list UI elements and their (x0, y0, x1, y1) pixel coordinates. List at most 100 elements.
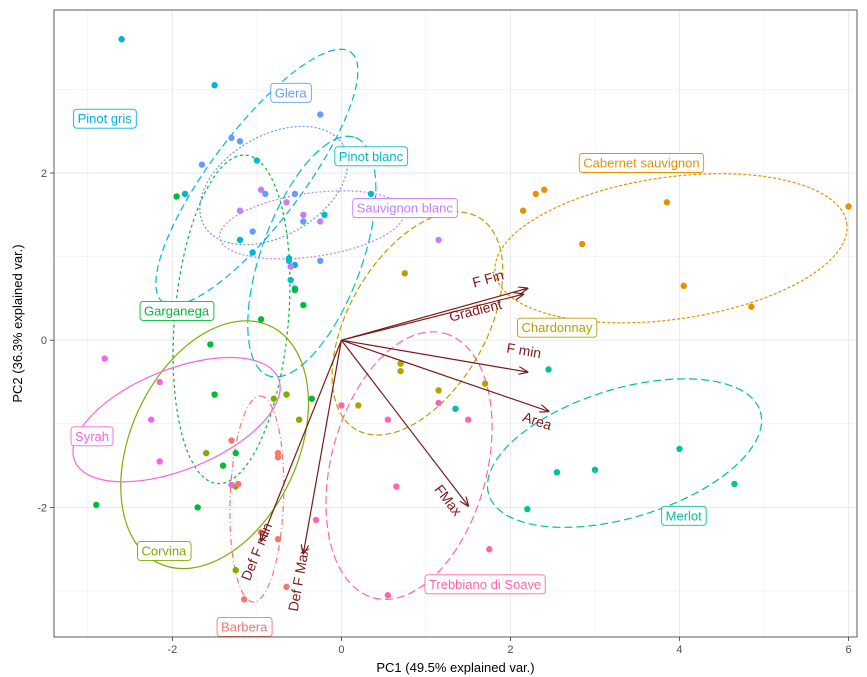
point-pinot-blanc (321, 211, 328, 219)
group-label-garganega: Garganega (139, 301, 215, 321)
point-pinot-gris (211, 82, 218, 89)
group-label-text: Garganega (144, 303, 210, 318)
ellipse-chardonnay (331, 211, 504, 436)
point-syrah (228, 481, 235, 489)
point-barbera (274, 454, 282, 461)
point-pinot-blanc (285, 257, 293, 264)
group-label-corvina: Corvina (137, 540, 192, 561)
x-tick-label: -2 (167, 644, 177, 656)
group-label-text: Glera (275, 85, 308, 100)
ellipse-corvina (120, 320, 310, 570)
x-tick-label: 0 (338, 644, 344, 656)
point-corvina (232, 566, 239, 574)
group-label-cabernet-sauvignon: Cabernet sauvignon (578, 153, 705, 173)
point-garganega (211, 391, 218, 398)
group-label-text: Chardonnay (522, 320, 593, 335)
group-label-trebbiano-di-soave: Trebbiano di Soave (424, 574, 546, 595)
group-label-text: Barbera (221, 619, 268, 634)
x-tick-label: 6 (845, 644, 851, 656)
loading-label-def-f-max: Def F Max (285, 546, 312, 612)
point-glera (249, 228, 256, 235)
loading-arrow-fmax (340, 339, 468, 506)
point-chardonnay (481, 380, 489, 387)
group-label-chardonnay: Chardonnay (517, 317, 598, 338)
group-label-box (270, 82, 312, 103)
point-sauvignon-blanc (236, 207, 244, 214)
group-label-box (334, 146, 409, 167)
group-label-sauvignon-blanc: Sauvignon blanc (352, 198, 458, 219)
point-sauvignon-blanc (317, 218, 324, 225)
point-corvina (270, 395, 277, 402)
point-cabernet-sauvignon (663, 199, 671, 206)
point-corvina (202, 449, 210, 457)
point-cabernet-sauvignon (748, 303, 755, 310)
point-glera (228, 134, 235, 142)
point-trebbiano-di-soave (464, 416, 472, 423)
point-merlot (731, 480, 738, 488)
group-label-text: Cabernet sauvignon (583, 155, 699, 170)
point-glera (262, 190, 269, 198)
point-barbera (283, 583, 290, 591)
loading-arrow-def-f-max (303, 340, 342, 553)
point-pinot-blanc (287, 276, 294, 284)
group-labels: Pinot gris Glera Pinot blanc Sauvignon blan… (70, 82, 707, 637)
point-barbera (274, 535, 282, 543)
point-cabernet-sauvignon (541, 186, 548, 193)
x-axis-title: PC1 (49.5% explained var.) (376, 660, 534, 675)
group-label-box (70, 426, 114, 447)
group-label-text: Trebbiano di Soave (429, 577, 541, 592)
point-garganega (173, 193, 180, 200)
point-corvina (283, 391, 290, 398)
point-glera (317, 111, 324, 118)
y-axis-title: PC2 (36.3% explained var.) (10, 244, 25, 402)
point-chardonnay (397, 367, 404, 375)
point-glera (317, 257, 324, 264)
loading-arrow-f-fin (341, 288, 527, 341)
group-label-box (661, 505, 707, 526)
group-label-text: Sauvignon blanc (357, 201, 454, 216)
point-trebbiano-di-soave (384, 592, 392, 599)
ellipse-barbera (229, 395, 285, 603)
group-label-syrah: Syrah (70, 426, 114, 447)
group-label-box (139, 301, 215, 321)
group-label-box (517, 317, 598, 338)
group-label-pinot-gris: Pinot gris (73, 108, 137, 129)
point-garganega (93, 501, 100, 509)
group-label-pinot-blanc: Pinot blanc (334, 146, 409, 167)
point-glera (291, 190, 299, 198)
gridlines (54, 10, 857, 637)
group-label-text: Syrah (75, 429, 109, 444)
x-tick-label: 4 (676, 644, 682, 656)
point-trebbiano-di-soave (393, 483, 400, 490)
point-cabernet-sauvignon (680, 282, 687, 290)
point-pinot-blanc (253, 157, 261, 164)
loading-label-area: Area (521, 408, 554, 433)
point-cabernet-sauvignon (532, 190, 539, 198)
point-chardonnay (435, 387, 442, 394)
group-label-merlot: Merlot (661, 505, 707, 526)
point-garganega (207, 341, 214, 348)
group-label-box (352, 198, 458, 219)
point-garganega (308, 395, 316, 402)
point-merlot (545, 366, 552, 373)
point-pinot-gris (249, 249, 256, 256)
axis-ticks: -2 0 2 4 6 -2 0 2 (37, 168, 851, 656)
point-chardonnay (401, 270, 408, 277)
point-pinot-blanc (367, 190, 375, 198)
group-label-text: Corvina (141, 543, 187, 558)
point-sauvignon-blanc (435, 236, 442, 244)
loading-label-f-fin: F Fin (470, 267, 505, 291)
point-sauvignon-blanc (283, 199, 290, 206)
group-label-glera: Glera (270, 82, 312, 103)
point-merlot (676, 445, 683, 453)
point-trebbiano-di-soave (338, 402, 345, 409)
point-syrah (101, 355, 108, 362)
point-syrah (156, 378, 163, 386)
point-merlot (524, 505, 531, 513)
loading-label-def-f-min: Def F min (238, 520, 275, 582)
point-sauvignon-blanc (300, 211, 307, 219)
x-tick-label: 2 (507, 644, 513, 656)
y-tick-label: -2 (37, 502, 47, 514)
